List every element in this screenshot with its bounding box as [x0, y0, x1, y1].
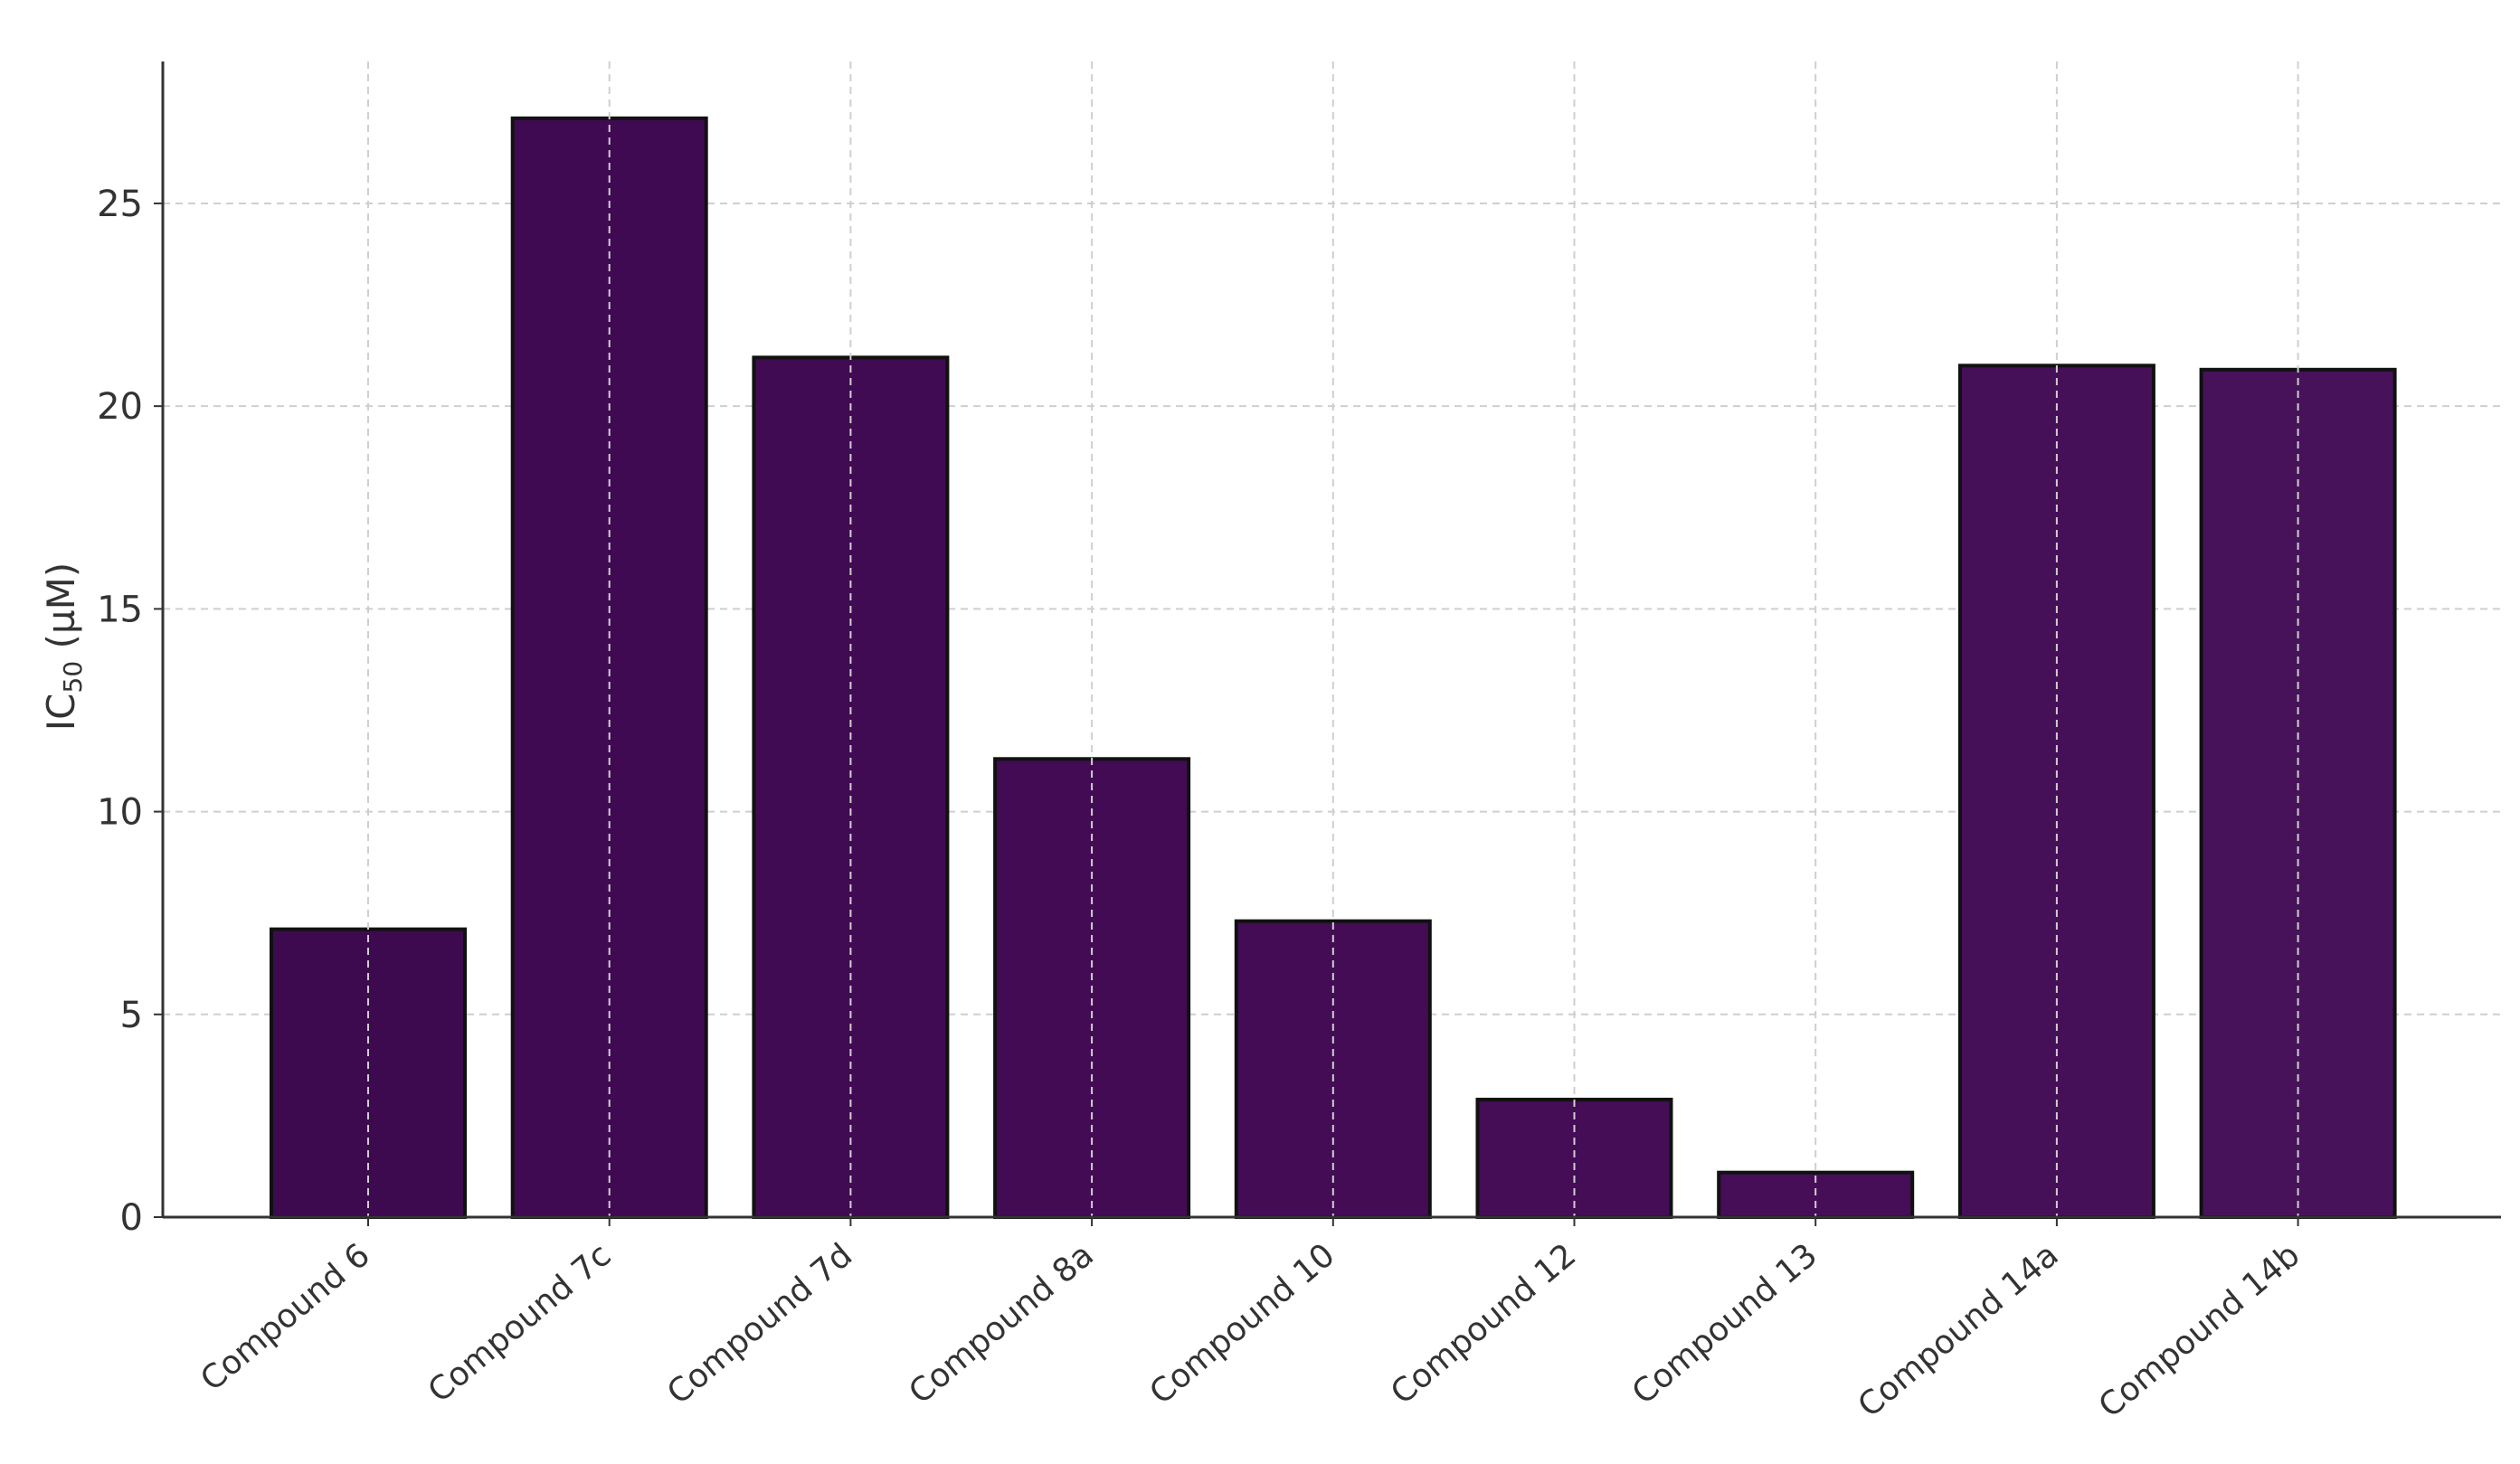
axes [154, 61, 2501, 1226]
x-tick-label: Compound 14b [2092, 1236, 2307, 1425]
x-tick-label: Compound 12 [1384, 1236, 1583, 1412]
y-tick-label: 25 [97, 184, 143, 225]
y-axis-title-subscript: 50 [58, 661, 88, 694]
y-tick-label: 5 [120, 995, 143, 1036]
x-tick-label: Compound 10 [1143, 1236, 1342, 1412]
bar [270, 927, 467, 1220]
y-tick-label: 15 [97, 589, 143, 630]
y-axis-title-main: IC [39, 694, 83, 732]
x-tick-label: Compound 13 [1625, 1236, 1824, 1412]
x-tick-label: Compound 14a [1852, 1236, 2066, 1424]
x-tick-label: Compound 8a [902, 1236, 1100, 1411]
y-axis-title-unit: (µM) [39, 562, 83, 661]
y-axis-title: IC50 (µM) [39, 562, 88, 731]
y-tick-label: 10 [97, 792, 143, 834]
y-tick-label: 20 [97, 386, 143, 428]
bars [270, 116, 2397, 1220]
x-tick-label: Compound 7c [422, 1236, 619, 1410]
x-tick-label: Compound 6 [194, 1236, 377, 1398]
y-tick-label: 0 [120, 1197, 143, 1239]
x-tick-label: Compound 7d [660, 1236, 859, 1412]
